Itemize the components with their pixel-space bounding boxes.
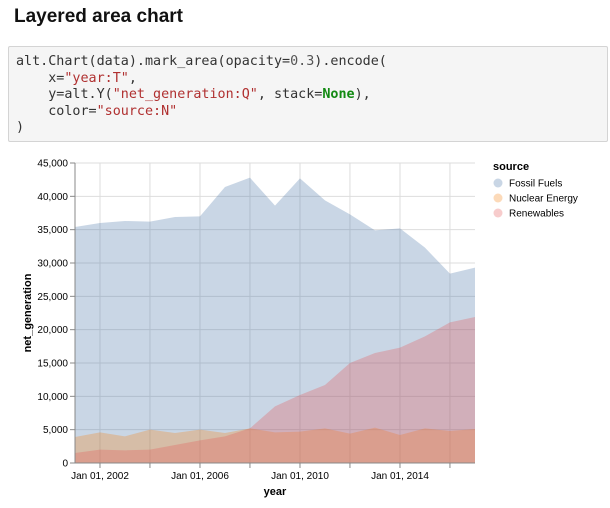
code-text: alt.Chart(data).mark_area(opacity=0.3).e… xyxy=(9,47,607,137)
chart-axes: 0 5,000 10,000 15,000 20,000 25,000 30,000 35,0… xyxy=(37,159,475,482)
legend-title: source xyxy=(493,161,529,173)
y-tick-label: 25,000 xyxy=(37,292,68,303)
chart-legend: source Fossil Fuels Nuclear Energy Renewab… xyxy=(493,161,578,220)
x-tick-label: Jan 01, 2006 xyxy=(171,471,229,482)
x-tick-label: Jan 01, 2002 xyxy=(71,471,129,482)
area-nuclear-energy xyxy=(75,427,475,463)
code-line-3: y=alt.Y("net_generation:Q", stack=None), xyxy=(16,87,371,103)
legend-symbol-renewables xyxy=(493,208,503,218)
legend-symbol-nuclear-energy xyxy=(493,193,503,203)
y-tick-label: 0 xyxy=(62,459,68,470)
legend-label-renewables: Renewables xyxy=(509,209,564,220)
y-tick-label: 15,000 xyxy=(37,359,68,370)
y-tick-label: 35,000 xyxy=(37,225,68,236)
chart-areas xyxy=(75,177,475,464)
legend-label-fossil-fuels: Fossil Fuels xyxy=(509,179,562,190)
x-tick-label: Jan 01, 2010 xyxy=(271,471,329,482)
y-tick-label: 40,000 xyxy=(37,192,68,203)
code-line-5: ) xyxy=(16,120,25,136)
code-line-1: alt.Chart(data).mark_area(opacity=0.3).e… xyxy=(16,54,387,69)
layered-area-chart: 0 5,000 10,000 15,000 20,000 25,000 30,000 35,0… xyxy=(22,159,578,499)
y-tick-label: 30,000 xyxy=(37,259,68,270)
y-tick-label: 45,000 xyxy=(37,159,68,170)
legend-symbol-fossil-fuels xyxy=(493,178,503,188)
y-axis-title: net_generation xyxy=(22,273,34,352)
chart-grid xyxy=(75,162,475,464)
code-block: alt.Chart(data).mark_area(opacity=0.3).e… xyxy=(8,46,608,142)
y-tick-label: 20,000 xyxy=(37,325,68,336)
legend-label-nuclear-energy: Nuclear Energy xyxy=(509,194,578,205)
code-line-4: color="source:N" xyxy=(16,103,178,119)
page-title: Layered area chart xyxy=(14,6,183,27)
x-tick-label: Jan 01, 2014 xyxy=(371,471,429,482)
y-tick-label: 5,000 xyxy=(43,425,68,436)
area-renewables xyxy=(75,317,475,463)
y-tick-label: 10,000 xyxy=(37,392,68,403)
area-fossil-fuels xyxy=(75,177,475,464)
code-line-2: x="year:T", xyxy=(16,70,137,86)
x-axis-title: year xyxy=(264,486,287,498)
